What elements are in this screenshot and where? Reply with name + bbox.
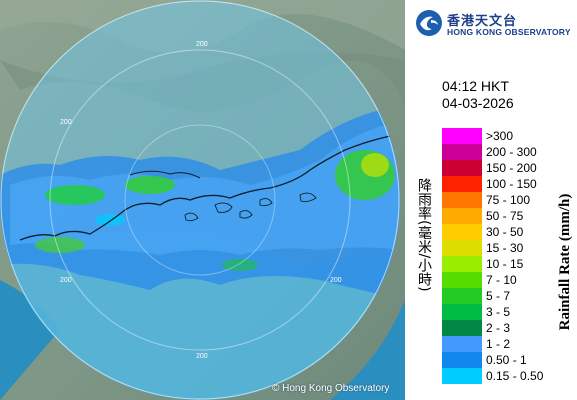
range-ring-outer [0, 0, 400, 400]
legend-swatch [442, 176, 482, 192]
rain-core [95, 214, 125, 226]
legend-row: 1 - 2 [442, 336, 572, 352]
legend-row: 7 - 10 [442, 272, 572, 288]
legend-swatch [442, 352, 482, 368]
legend-row: 5 - 7 [442, 288, 572, 304]
legend-swatch [442, 128, 482, 144]
legend-swatch [442, 224, 482, 240]
range-ring [49, 49, 351, 351]
legend-row: 150 - 200 [442, 160, 572, 176]
legend-swatch [442, 240, 482, 256]
rain-core [222, 259, 258, 271]
legend-label: 10 - 15 [486, 257, 524, 271]
legend-label: >300 [486, 129, 514, 143]
hko-logo[interactable]: 香港天文台 HONG KONG OBSERVATORY [415, 8, 575, 40]
hko-logo-icon [416, 10, 442, 36]
legend-label: 15 - 30 [486, 241, 524, 255]
legend-label: 0.50 - 1 [486, 353, 527, 367]
legend-label: 5 - 7 [486, 289, 511, 303]
range-ring-label: 200 [330, 277, 342, 284]
legend-row: 30 - 50 [442, 224, 572, 240]
legend-label: 200 - 300 [486, 145, 537, 159]
legend-row: 50 - 75 [442, 208, 572, 224]
legend-swatch [442, 144, 482, 160]
radar-date: 04-03-2026 [442, 95, 514, 111]
radar-map: 200 200 200 200 200 © Hong Kong Observat… [0, 0, 405, 400]
legend-row: 200 - 300 [442, 144, 572, 160]
island-outlines [184, 192, 317, 222]
org-name-chinese: 香港天文台 [447, 14, 518, 29]
range-ring-label: 200 [196, 41, 208, 48]
legend-row: >300 [442, 128, 572, 144]
legend-label: 1 - 2 [486, 337, 511, 351]
legend-swatch [442, 160, 482, 176]
legend-swatch [442, 208, 482, 224]
range-ring [124, 124, 276, 276]
sea-area [330, 300, 405, 400]
legend-swatch [442, 336, 482, 352]
range-ring-label: 200 [60, 119, 72, 126]
rain-core [45, 185, 105, 205]
legend-title-chinese: 降雨率(毫米/小時) [416, 178, 432, 292]
legend-label: 50 - 75 [486, 209, 524, 223]
org-name-english: HONG KONG OBSERVATORY [447, 27, 571, 37]
legend-title-english: Rainfall Rate (mm/h) [557, 193, 573, 331]
legend-swatch [442, 368, 482, 384]
legend-label: 30 - 50 [486, 225, 524, 239]
legend-row: 2 - 3 [442, 320, 572, 336]
coastline [129, 170, 201, 179]
legend-swatch [442, 256, 482, 272]
rain-core [125, 176, 175, 194]
coastline [19, 134, 396, 241]
legend-swatch [442, 192, 482, 208]
legend-row: 10 - 15 [442, 256, 572, 272]
legend-label: 75 - 100 [486, 193, 531, 207]
legend-row: 100 - 150 [442, 176, 572, 192]
legend-swatch [442, 288, 482, 304]
legend-label: 7 - 10 [486, 273, 517, 287]
legend-label: 3 - 5 [486, 305, 511, 319]
legend-row: 75 - 100 [442, 192, 572, 208]
legend-row: 0.50 - 1 [442, 352, 572, 368]
rain-core [35, 237, 85, 253]
radar-time: 04:12 HKT [442, 78, 509, 94]
range-ring-label: 200 [60, 277, 72, 284]
legend-label: 2 - 3 [486, 321, 511, 335]
info-panel: 香港天文台 HONG KONG OBSERVATORY 04:12 HKT 04… [405, 0, 577, 400]
legend-label: 150 - 200 [486, 161, 537, 175]
range-ring-label: 200 [196, 353, 208, 360]
sea-area [0, 280, 60, 400]
copyright-notice: © Hong Kong Observatory [272, 383, 390, 394]
legend-label: 100 - 150 [486, 177, 537, 191]
legend-swatch [442, 304, 482, 320]
legend-label: 0.15 - 0.50 [486, 369, 544, 383]
legend-row: 3 - 5 [442, 304, 572, 320]
legend-swatch [442, 320, 482, 336]
radar-map-canvas: 200 200 200 200 200 [0, 0, 405, 400]
legend-row: 0.15 - 0.50 [442, 368, 572, 384]
legend-swatch [442, 272, 482, 288]
rain-core [361, 153, 389, 177]
legend-row: 15 - 30 [442, 240, 572, 256]
